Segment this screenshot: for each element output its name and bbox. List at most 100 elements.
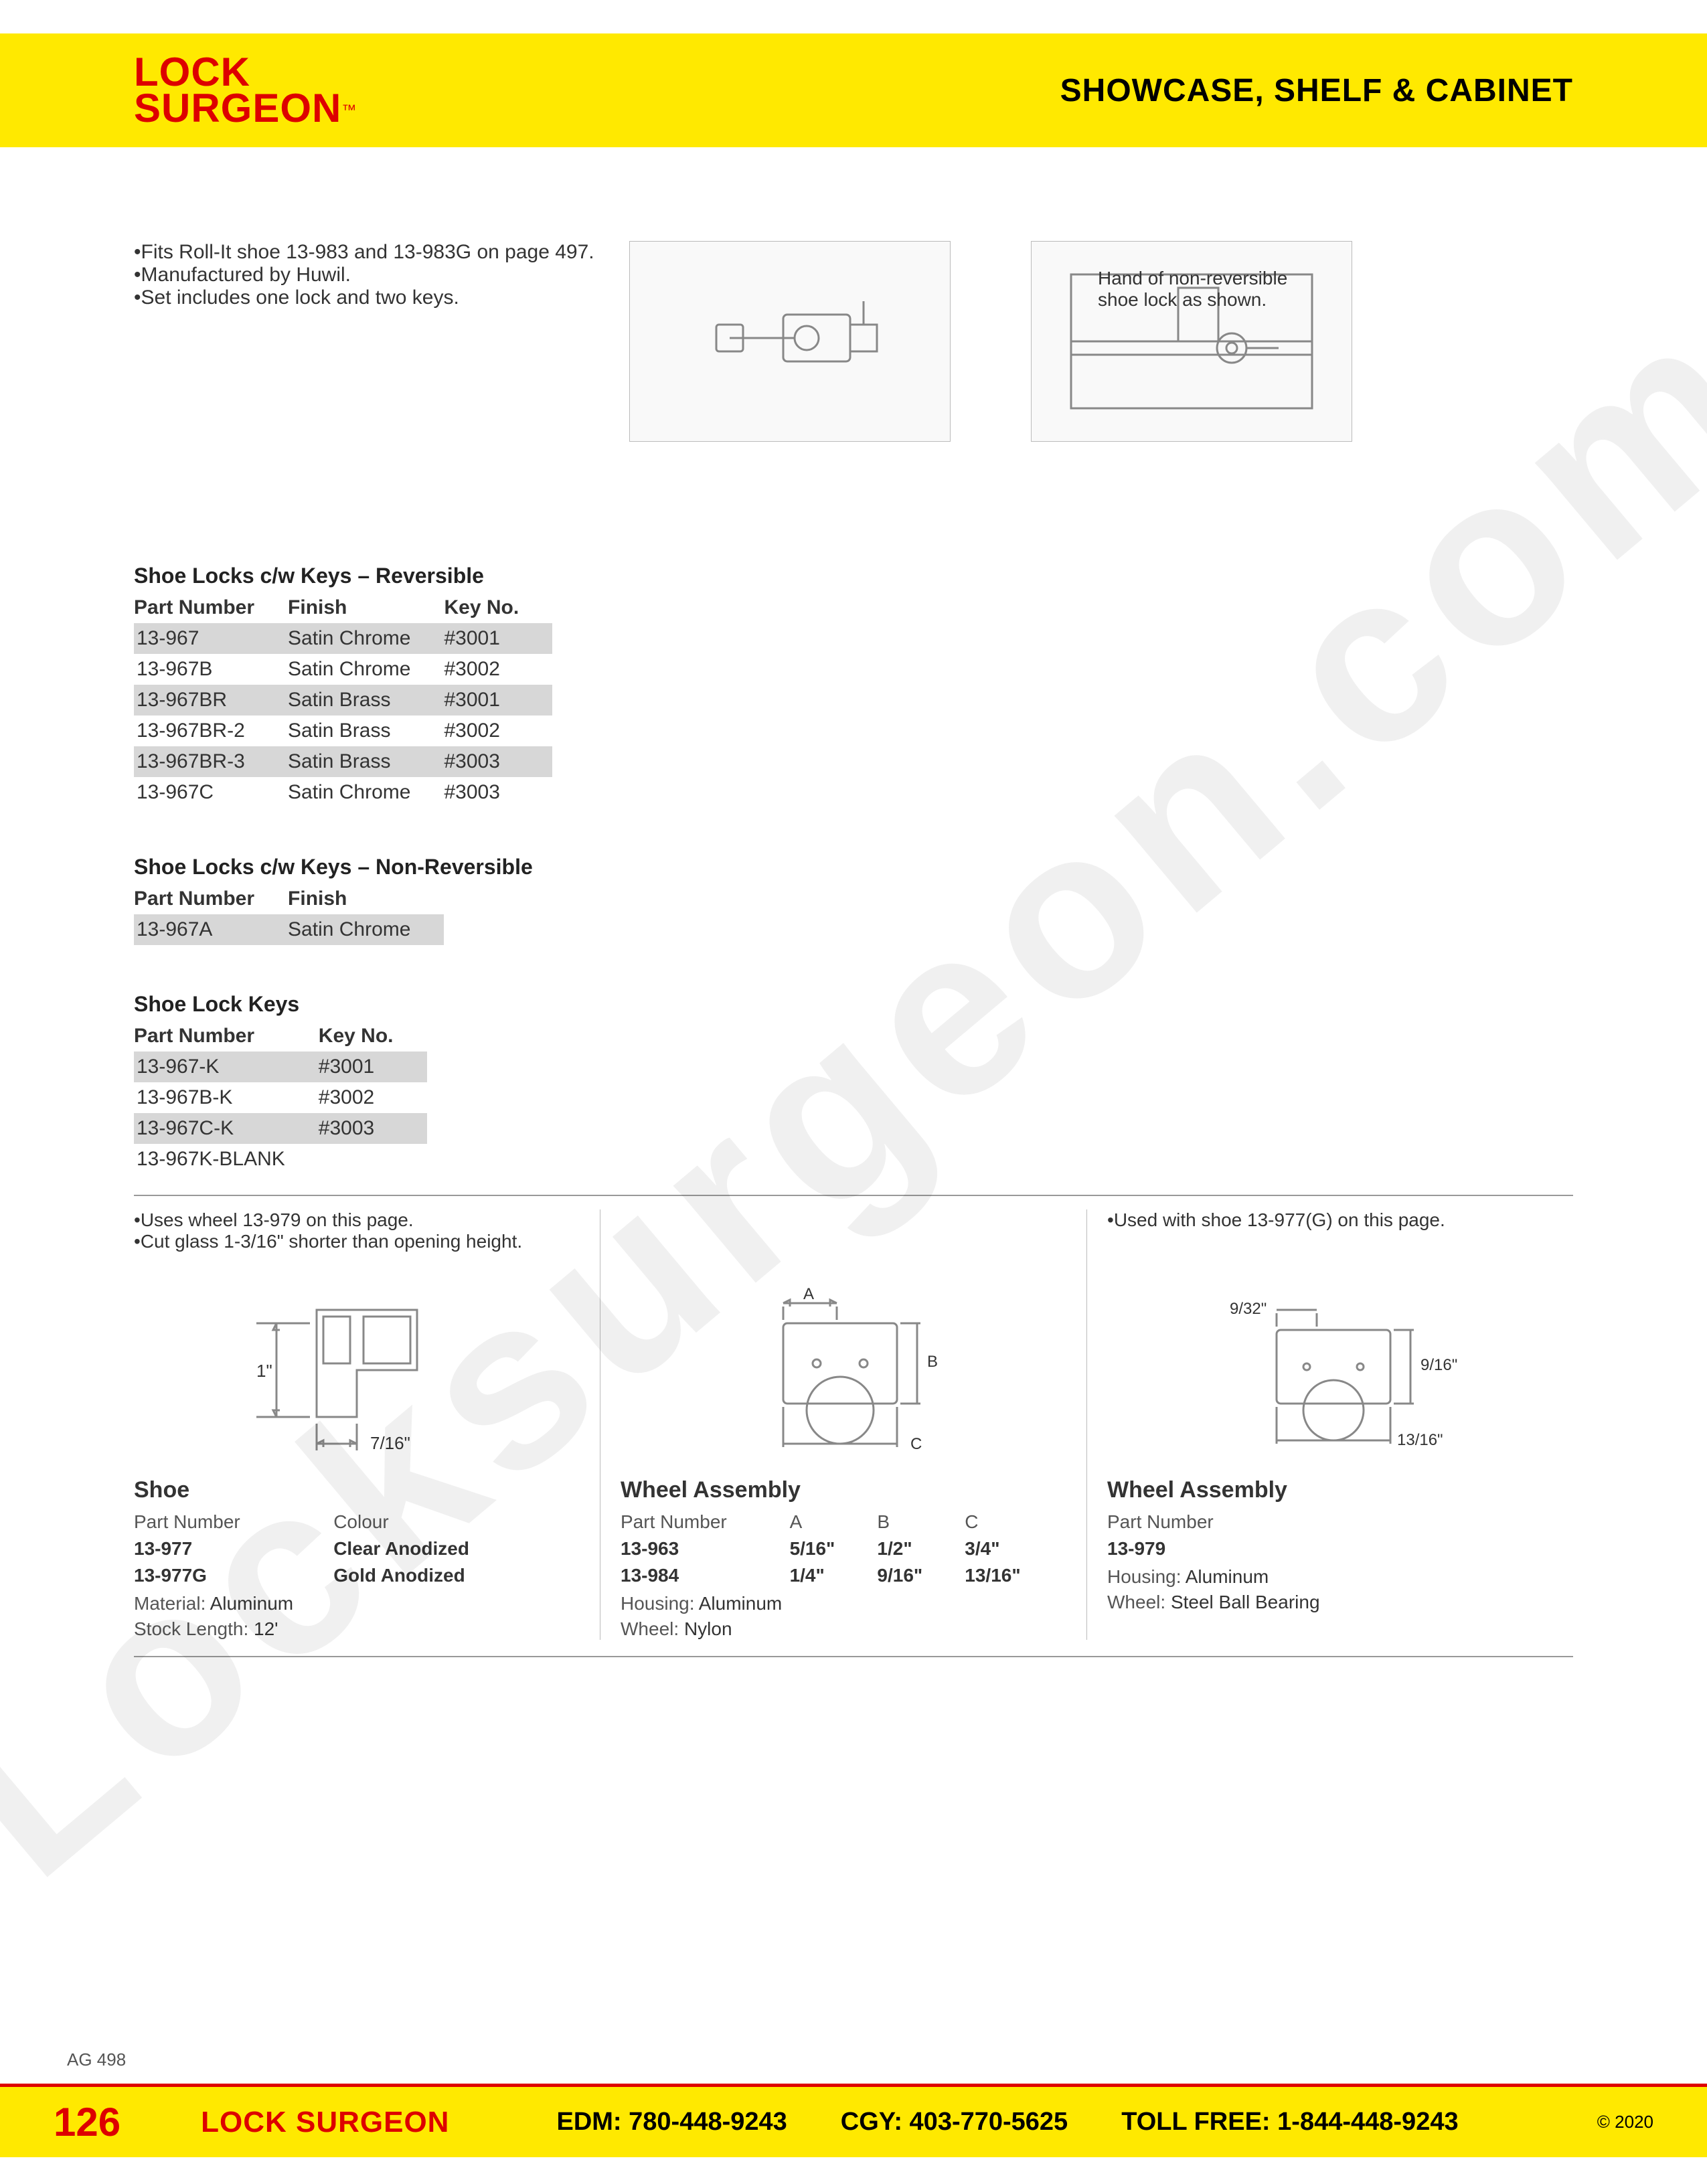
product-title: Wheel Assembly (621, 1477, 1066, 1503)
table-cell: #3003 (444, 746, 552, 777)
table-cell: #3001 (319, 1052, 427, 1082)
table-row: 13-967ASatin Chrome (134, 914, 444, 945)
footer-brand: LOCK SURGEON (201, 2106, 449, 2139)
note-item: Uses wheel 13-979 on this page. (134, 1209, 580, 1231)
table-cell: Satin Chrome (288, 914, 444, 945)
table-cell: 13-967C (134, 777, 288, 808)
column-header: Part Number (134, 1509, 333, 1535)
logo-tm: ™ (341, 102, 356, 118)
product-wheel-single: Used with shoe 13-977(G) on this page. 9… (1087, 1209, 1573, 1640)
table-cell: 13-984 (621, 1562, 790, 1589)
column-header: A (790, 1509, 878, 1535)
column-header: Key No. (319, 1021, 427, 1052)
table-cell: Satin Chrome (288, 777, 444, 808)
table-cell: #3002 (444, 654, 552, 685)
table-row: 13-967Satin Chrome#3001 (134, 623, 552, 654)
table-cell: 13-967BR-3 (134, 746, 288, 777)
table-cell: 13-963 (621, 1535, 790, 1562)
product-meta: Housing: Aluminum (1107, 1566, 1553, 1588)
shoe-diagram: 1" 7/16" (134, 1276, 580, 1464)
table-title: Shoe Lock Keys (134, 992, 1573, 1017)
table-cell: #3003 (319, 1113, 427, 1144)
table-cell: 1/2" (877, 1535, 965, 1562)
logo-line2: SURGEON (134, 86, 341, 131)
products-row: Uses wheel 13-979 on this page.Cut glass… (134, 1209, 1573, 1640)
table-nonreversible: Shoe Locks c/w Keys – Non-Reversible Par… (134, 855, 1573, 945)
table-cell: 13-967B (134, 654, 288, 685)
column-header: Finish (288, 592, 444, 623)
table-cell: 13-967BR-2 (134, 716, 288, 746)
section-divider (134, 1656, 1573, 1657)
column-header: Part Number (1107, 1509, 1553, 1535)
column-header: Part Number (134, 592, 288, 623)
copyright: © 2020 (1597, 2112, 1653, 2132)
table-row: 13-967-K#3001 (134, 1052, 427, 1082)
column-header: Part Number (134, 884, 288, 914)
table-cell: Satin Brass (288, 685, 444, 716)
product-notes (621, 1209, 1066, 1263)
table-keys: Shoe Lock Keys Part NumberKey No.13-967-… (134, 992, 1573, 1175)
table-cell: 13-967C-K (134, 1113, 319, 1144)
table-cell: #3002 (319, 1082, 427, 1113)
svg-text:1": 1" (256, 1361, 272, 1381)
table-cell: Satin Chrome (288, 654, 444, 685)
table-cell: 5/16" (790, 1535, 878, 1562)
product-notes: Uses wheel 13-979 on this page.Cut glass… (134, 1209, 580, 1263)
footer-edm: EDM: 780-448-9243 (556, 2108, 787, 2136)
column-header: Finish (288, 884, 444, 914)
svg-text:7/16": 7/16" (370, 1433, 410, 1453)
table-cell: 13-977G (134, 1562, 333, 1589)
column-header: Colour (333, 1509, 580, 1535)
product-notes: Used with shoe 13-977(G) on this page. (1107, 1209, 1553, 1263)
svg-text:C: C (910, 1435, 922, 1453)
column-header: B (877, 1509, 965, 1535)
note-item: Used with shoe 13-977(G) on this page. (1107, 1209, 1553, 1231)
table-row: 13-977GGold Anodized (134, 1562, 580, 1589)
footer-tollfree: TOLL FREE: 1-844-448-9243 (1121, 2108, 1458, 2136)
table-row: 13-967C-K#3003 (134, 1113, 427, 1144)
table-cell: Satin Brass (288, 716, 444, 746)
svg-text:B: B (927, 1353, 938, 1371)
table-row: 13-9635/16"1/2"3/4" (621, 1535, 1066, 1562)
table-row: 13-967BR-2Satin Brass#3002 (134, 716, 552, 746)
svg-text:13/16": 13/16" (1397, 1431, 1443, 1449)
section-divider (134, 1195, 1573, 1196)
page-number: 126 (54, 2099, 120, 2145)
table-cell: #3001 (444, 623, 552, 654)
product-title: Shoe (134, 1477, 580, 1503)
table-cell: 13-967 (134, 623, 288, 654)
svg-text:9/32": 9/32" (1230, 1300, 1267, 1318)
product-meta: Stock Length: 12' (134, 1618, 580, 1640)
table-cell: #3002 (444, 716, 552, 746)
table-row: 13-967K-BLANK (134, 1144, 427, 1175)
table-cell: 13-967-K (134, 1052, 319, 1082)
product-meta: Wheel: Nylon (621, 1618, 1066, 1640)
column-header: C (965, 1509, 1066, 1535)
product-meta: Housing: Aluminum (621, 1593, 1066, 1614)
product-shoe: Uses wheel 13-979 on this page.Cut glass… (134, 1209, 600, 1640)
footer-bar: 126 LOCK SURGEON EDM: 780-448-9243 CGY: … (0, 2084, 1707, 2157)
diagram-caption: Hand of non-reversible shoe lock as show… (1098, 268, 1312, 311)
table-cell: 13-979 (1107, 1535, 1553, 1562)
content-area: Fits Roll-It shoe 13-983 and 13-983G on … (134, 241, 1573, 1657)
table-row: 13-979 (1107, 1535, 1553, 1562)
table-row: 13-977Clear Anodized (134, 1535, 580, 1562)
page-category-title: SHOWCASE, SHELF & CABINET (1060, 72, 1573, 109)
table-reversible: Shoe Locks c/w Keys – Reversible Part Nu… (134, 564, 1573, 808)
table-row: 13-967BRSatin Brass#3001 (134, 685, 552, 716)
table-cell: Satin Chrome (288, 623, 444, 654)
ag-code: AG 498 (67, 2049, 126, 2070)
svg-text:A: A (803, 1285, 814, 1303)
header-bar: LOCK SURGEON™ SHOWCASE, SHELF & CABINET (0, 33, 1707, 147)
column-header: Part Number (134, 1021, 319, 1052)
table-cell: 1/4" (790, 1562, 878, 1589)
table-cell (319, 1144, 427, 1175)
column-header: Part Number (621, 1509, 790, 1535)
table-row: 13-967B-K#3002 (134, 1082, 427, 1113)
product-meta: Material: Aluminum (134, 1593, 580, 1614)
product-wheel-abc: A B C Wheel Assembly Part NumberABC13-96… (600, 1209, 1087, 1640)
note-item: Cut glass 1-3/16" shorter than opening h… (134, 1231, 580, 1252)
table-cell: 9/16" (877, 1562, 965, 1589)
table-cell: 13-967A (134, 914, 288, 945)
table-cell: 13/16" (965, 1562, 1066, 1589)
